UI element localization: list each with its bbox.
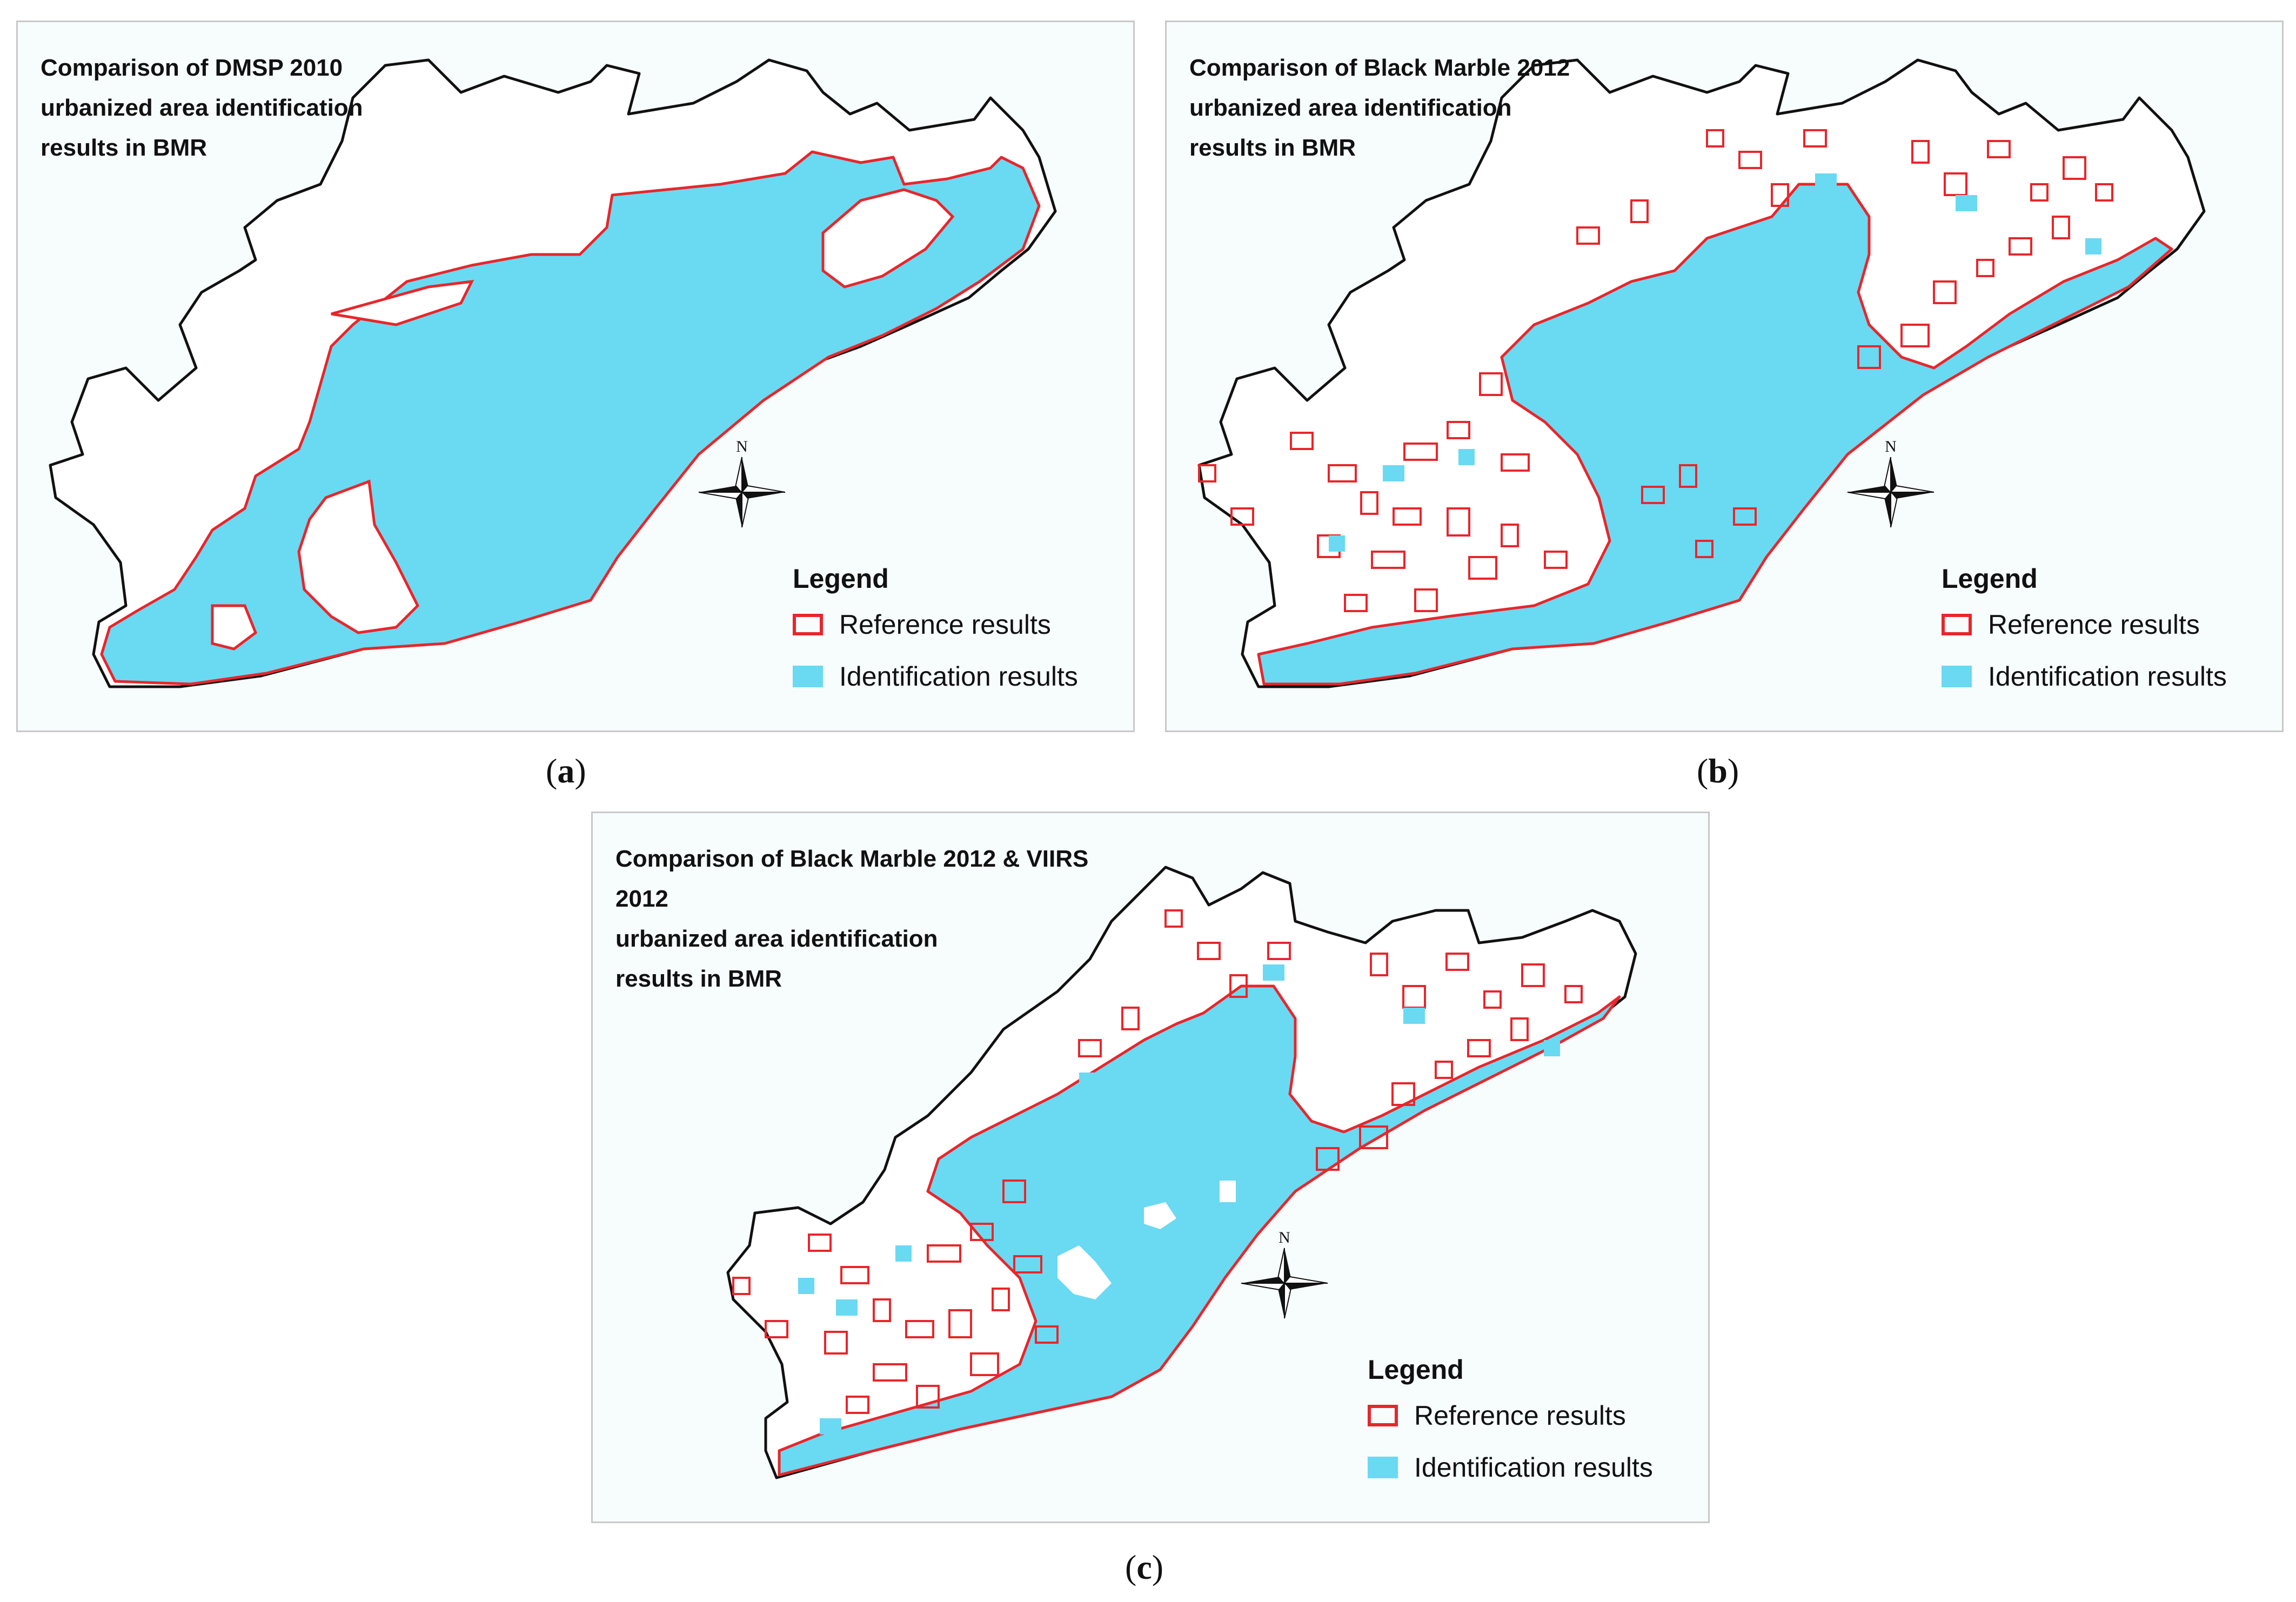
caption-letter: c [1136,1548,1152,1586]
map-canvas-c: N [726,866,1637,1479]
reference-hole [821,188,955,289]
map-panel-a: N Comparison of DMSP 2010 urbanized area… [16,21,1135,732]
map-canvas-a: N [49,58,1057,688]
legend-title: Legend [1368,1355,1464,1385]
reference-patches [1198,129,2113,612]
legend-label: Identification results [1414,1452,1653,1483]
identification-area [778,984,1621,1477]
caption-letter: a [557,752,575,790]
reference-swatch [1368,1405,1398,1426]
legend-item-reference: Reference results [1942,608,2266,641]
legend-title: Legend [793,564,889,594]
identification-swatch [1942,666,1972,687]
caption-letter: b [1708,752,1728,790]
map-title: Comparison of Black Marble 2012 urbanize… [1189,55,1570,161]
legend-item-identification: Identification results [1368,1451,1692,1484]
north-arrow: N [698,438,786,528]
caption-a: (a) [546,752,586,790]
legend-label: Reference results [1988,609,2200,640]
legend-item-reference: Reference results [1368,1399,1692,1432]
legend-title: Legend [1942,564,2038,594]
legend-item-identification: Identification results [793,660,1117,693]
svg-text:N: N [1278,1229,1290,1246]
svg-text:N: N [1885,438,1897,455]
map-canvas-b: N [1197,58,2206,688]
reference-hole [211,604,258,651]
caption-b: (b) [1697,752,1739,790]
map-title: Comparison of Black Marble 2012 & VIIRS … [615,846,1089,992]
legend-label: Reference results [839,609,1051,640]
identification-area [1257,183,2173,686]
identification-patches [798,964,1560,1435]
unidentified-hole [1220,1181,1236,1202]
legend-label: Identification results [839,661,1078,692]
reference-swatch [1942,614,1972,635]
unidentified-hole [1144,1202,1176,1229]
caption-c: (c) [1125,1548,1164,1586]
unidentified-hole [1057,1245,1112,1299]
north-arrow: N [1847,438,1934,528]
north-arrow: N [1241,1229,1328,1319]
legend-label: Reference results [1414,1400,1626,1431]
legend: Legend Reference results Identification … [1942,563,2266,720]
svg-text:N: N [736,438,748,455]
identification-patches [1329,173,2101,552]
reference-hole [331,279,474,326]
legend: Legend Reference results Identification … [793,563,1117,720]
map-panel-c: N Comparison of Black Marble 2012 & VIIR… [591,812,1710,1523]
map-panel-b: N Comparison of Black Marble 2012 urbani… [1165,21,2284,732]
identification-swatch [793,666,823,687]
legend: Legend Reference results Identification … [1368,1354,1692,1511]
identification-swatch [1368,1457,1398,1478]
reference-swatch [793,614,823,635]
reference-hole [297,479,420,634]
legend-item-identification: Identification results [1942,660,2266,693]
reference-patches [732,909,1583,1414]
legend-label: Identification results [1988,661,2227,692]
map-title: Comparison of DMSP 2010 urbanized area i… [41,55,363,161]
legend-item-reference: Reference results [793,608,1117,641]
